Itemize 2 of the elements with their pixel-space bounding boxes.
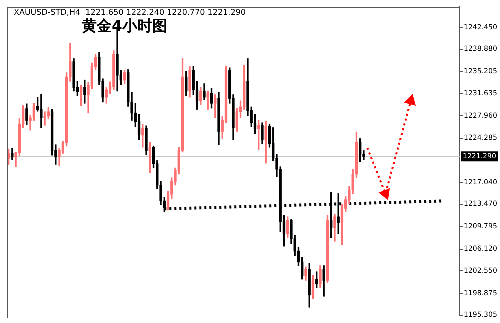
chart-subtitle: XAUUSD-STD,H4 1221.650 1222.240 1220.770 1221.290 bbox=[14, 8, 246, 17]
text: 黄金4小时图 bbox=[82, 17, 168, 36]
